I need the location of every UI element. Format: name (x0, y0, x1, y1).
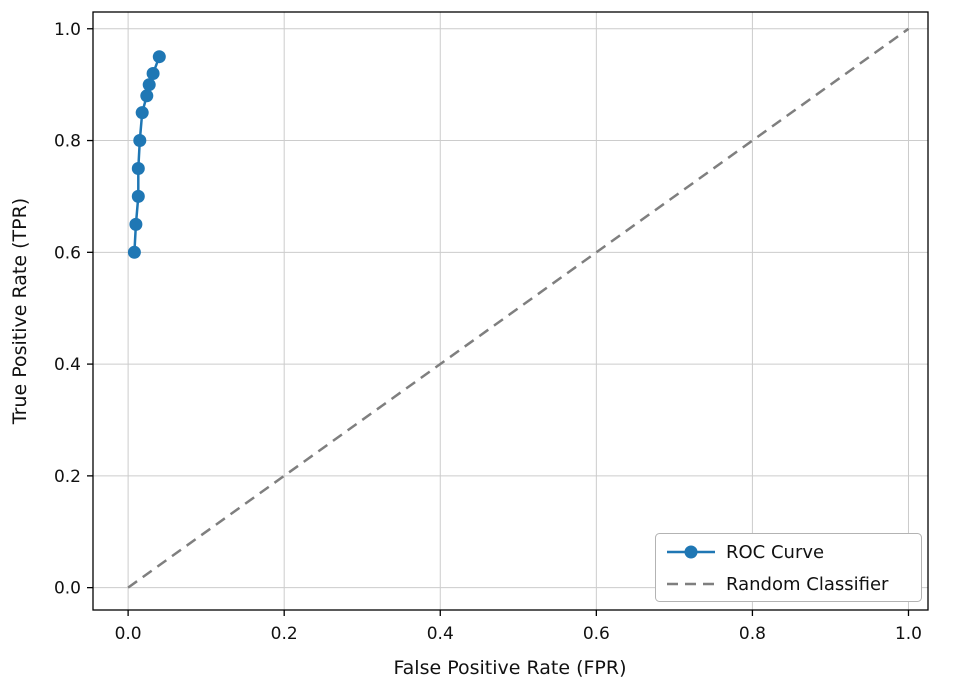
roc-curve-point (131, 162, 145, 175)
legend-roc-marker-swatch (684, 545, 698, 559)
y-axis-label: True Positive Rate (TPR) (9, 198, 31, 425)
x-axis-label: False Positive Rate (FPR) (393, 657, 626, 679)
legend-label-random-classifier: Random Classifier (726, 574, 889, 595)
x-tick-label: 1.0 (895, 624, 922, 644)
random-classifier-line (127, 27, 910, 589)
y-tick-label: 0.4 (54, 355, 81, 375)
roc-curve-point (129, 217, 143, 231)
series-layer (127, 27, 910, 589)
legend-box (655, 533, 922, 602)
y-tick-label: 0.6 (54, 243, 81, 263)
y-tick-label: 0.2 (54, 467, 81, 487)
roc-curve-point (135, 106, 149, 120)
y-tick-label: 0.0 (54, 579, 81, 599)
x-tick-label: 0.6 (583, 624, 610, 644)
roc-curve-point (140, 89, 154, 103)
chart-legend: ROC Curve Random Classifier (655, 533, 922, 602)
roc-curve-point (133, 134, 147, 147)
roc-curve-point (152, 50, 166, 64)
x-tick-label: 0.8 (739, 624, 766, 644)
tick-layer: 0.0 0.2 0.4 0.6 0.8 1.0 0.0 0.2 0.4 0.6 0.8 1.0 (54, 20, 922, 644)
x-tick-label: 0.4 (427, 624, 454, 644)
axes-layer (92, 11, 929, 611)
roc-curve-point (127, 245, 141, 259)
x-tick-label: 0.2 (271, 624, 298, 644)
roc-curve-point (131, 189, 145, 203)
y-tick-label: 0.8 (54, 132, 81, 152)
y-tick-label: 1.0 (54, 20, 81, 40)
axes-box (92, 11, 929, 611)
x-tick-label: 0.0 (115, 624, 142, 644)
roc-curve-point (146, 67, 160, 80)
roc-curve-point (142, 78, 156, 92)
grid-layer (93, 12, 928, 610)
legend-label-roc-curve: ROC Curve (726, 542, 824, 563)
